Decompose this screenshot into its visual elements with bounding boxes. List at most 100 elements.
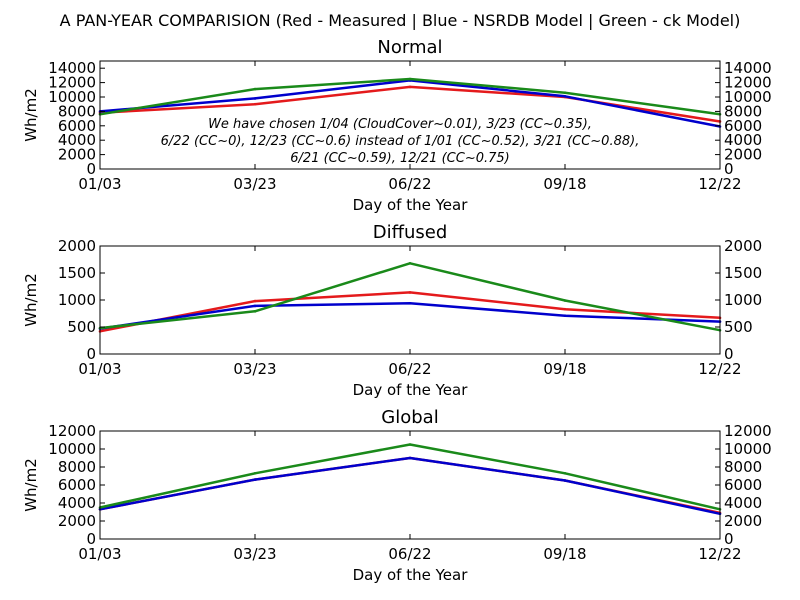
y-tick-label: 0 — [86, 160, 96, 178]
chart-title: Normal — [377, 37, 442, 58]
y-tick-label-right: 8000 — [724, 102, 762, 120]
data-point-blue — [253, 97, 257, 100]
annotation-line: 6/21 (CC~0.59), 12/21 (CC~0.75) — [290, 151, 509, 166]
figure-suptitle: A PAN-YEAR COMPARISION (Red - Measured |… — [60, 11, 741, 30]
x-tick-label: 12/22 — [698, 545, 741, 563]
data-point-green — [253, 472, 257, 475]
data-point-green — [408, 261, 412, 265]
data-point-red — [408, 291, 412, 294]
x-axis-label: Day of the Year — [353, 381, 469, 399]
series-line-green — [99, 443, 721, 511]
data-point-green — [408, 443, 412, 446]
x-tick-label: 03/23 — [233, 360, 276, 378]
y-tick-label: 4000 — [58, 131, 96, 149]
y-tick-label-right: 0 — [724, 530, 734, 548]
x-tick-label: 06/22 — [388, 545, 431, 563]
y-tick-label: 1500 — [58, 264, 96, 282]
data-point-red — [253, 102, 257, 106]
annotation-line: 6/22 (CC~0), 12/23 (CC~0.6) instead of 1… — [161, 134, 640, 149]
y-tick-label-right: 10000 — [724, 88, 772, 106]
y-tick-label: 1000 — [58, 291, 96, 309]
y-tick-label: 10000 — [48, 88, 96, 106]
y-tick-label-right: 8000 — [724, 458, 762, 476]
data-point-green — [253, 310, 257, 313]
y-tick-label: 0 — [86, 345, 96, 363]
data-point-red — [563, 307, 567, 311]
y-tick-label: 14000 — [48, 59, 96, 77]
x-tick-label: 12/22 — [698, 360, 741, 378]
series-line-blue — [99, 301, 721, 330]
y-tick-label-right: 14000 — [724, 59, 772, 77]
x-axis-label: Day of the Year — [353, 566, 469, 584]
y-tick-label-right: 2000 — [724, 512, 762, 530]
y-tick-label: 12000 — [48, 74, 96, 92]
y-tick-label: 6000 — [58, 117, 96, 135]
y-tick-label-right: 0 — [724, 160, 734, 178]
x-tick-label: 12/22 — [698, 175, 741, 193]
data-point-green — [563, 472, 567, 475]
data-point-green — [253, 87, 257, 91]
y-tick-label-right: 1000 — [724, 291, 762, 309]
x-tick-label: 09/18 — [543, 545, 586, 563]
x-tick-label: 01/03 — [78, 545, 121, 563]
y-tick-label-right: 2000 — [724, 237, 762, 255]
y-tick-label-right: 12000 — [724, 422, 772, 440]
data-point-green — [563, 299, 567, 302]
x-tick-label: 06/22 — [388, 360, 431, 378]
y-tick-label-right: 10000 — [724, 440, 772, 458]
x-tick-label: 06/22 — [388, 175, 431, 193]
data-point-green — [408, 77, 412, 81]
x-axis-label: Day of the Year — [353, 196, 469, 214]
y-tick-label: 2000 — [58, 512, 96, 530]
x-tick-label: 09/18 — [543, 360, 586, 378]
x-tick-label: 03/23 — [233, 175, 276, 193]
data-point-blue — [408, 301, 412, 305]
annotation-line: We have chosen 1/04 (CloudCover~0.01), 3… — [208, 117, 592, 132]
y-tick-label: 2000 — [58, 146, 96, 164]
x-tick-label: 09/18 — [543, 175, 586, 193]
series-line-red — [99, 456, 721, 515]
y-tick-label: 10000 — [48, 440, 96, 458]
y-tick-label: 8000 — [58, 102, 96, 120]
data-point-blue — [563, 479, 567, 482]
chart-title: Global — [381, 407, 438, 428]
y-tick-label: 4000 — [58, 494, 96, 512]
x-tick-label: 01/03 — [78, 175, 121, 193]
y-tick-label-right: 4000 — [724, 131, 762, 149]
data-point-blue — [253, 478, 257, 481]
y-tick-label-right: 1500 — [724, 264, 762, 282]
series-line-green — [99, 262, 721, 332]
y-tick-label: 2000 — [58, 237, 96, 255]
y-tick-label-right: 2000 — [724, 146, 762, 164]
y-tick-label-right: 0 — [724, 345, 734, 363]
data-point-blue — [563, 94, 567, 98]
chart-title: Diffused — [373, 222, 448, 243]
data-point-blue — [563, 314, 567, 317]
y-tick-label: 12000 — [48, 422, 96, 440]
y-tick-label: 8000 — [58, 458, 96, 476]
plot-frame — [99, 430, 721, 540]
x-tick-label: 03/23 — [233, 545, 276, 563]
y-tick-label: 6000 — [58, 476, 96, 494]
y-tick-label-right: 6000 — [724, 117, 762, 135]
data-point-blue — [253, 304, 257, 308]
data-point-red — [408, 85, 412, 89]
y-tick-label-right: 6000 — [724, 476, 762, 494]
y-tick-label: 500 — [67, 318, 96, 336]
y-axis-label: Wh/m2 — [22, 273, 40, 327]
y-axis-label: Wh/m2 — [22, 458, 40, 512]
x-tick-label: 01/03 — [78, 360, 121, 378]
y-tick-label-right: 4000 — [724, 494, 762, 512]
data-point-green — [563, 91, 567, 94]
data-point-red — [253, 299, 257, 303]
data-point-blue — [408, 456, 412, 460]
y-tick-label: 0 — [86, 530, 96, 548]
y-tick-label-right: 500 — [724, 318, 753, 336]
y-axis-label: Wh/m2 — [22, 88, 40, 142]
y-tick-label-right: 12000 — [724, 74, 772, 92]
